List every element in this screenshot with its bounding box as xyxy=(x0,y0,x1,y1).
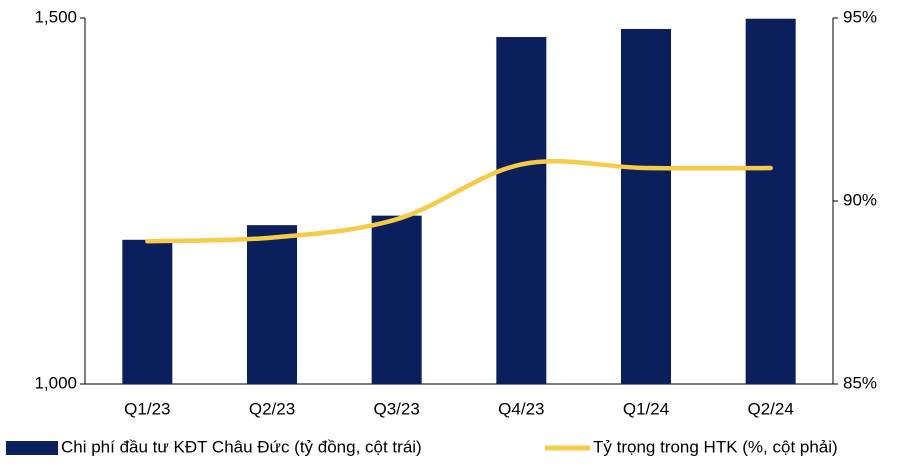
x-tick-label: Q1/24 xyxy=(623,399,669,418)
bar xyxy=(247,225,297,384)
y2-tick-label: 90% xyxy=(843,190,877,209)
y2-tick-label: 95% xyxy=(843,7,877,26)
x-tick-label: Q1/23 xyxy=(124,399,170,418)
y-tick-label: 1,500 xyxy=(34,7,77,26)
x-tick-label: Q4/23 xyxy=(498,399,544,418)
legend-label: Tỷ trọng trong HTK (%, cột phải) xyxy=(593,437,838,456)
legend-swatch xyxy=(6,441,58,455)
x-tick-label: Q2/24 xyxy=(748,399,794,418)
bar xyxy=(496,37,547,384)
y-tick-label: 1,000 xyxy=(34,373,77,392)
bar xyxy=(371,215,422,384)
x-tick-label: Q2/23 xyxy=(249,399,295,418)
legend-label: Chi phí đầu tư KĐT Châu Đức (tỷ đồng, cộ… xyxy=(61,437,422,456)
bar xyxy=(621,28,671,384)
line-series xyxy=(145,159,773,244)
bar xyxy=(745,18,796,385)
y2-tick-label: 85% xyxy=(843,373,877,392)
x-tick-label: Q3/23 xyxy=(374,399,420,418)
bar xyxy=(122,239,173,384)
